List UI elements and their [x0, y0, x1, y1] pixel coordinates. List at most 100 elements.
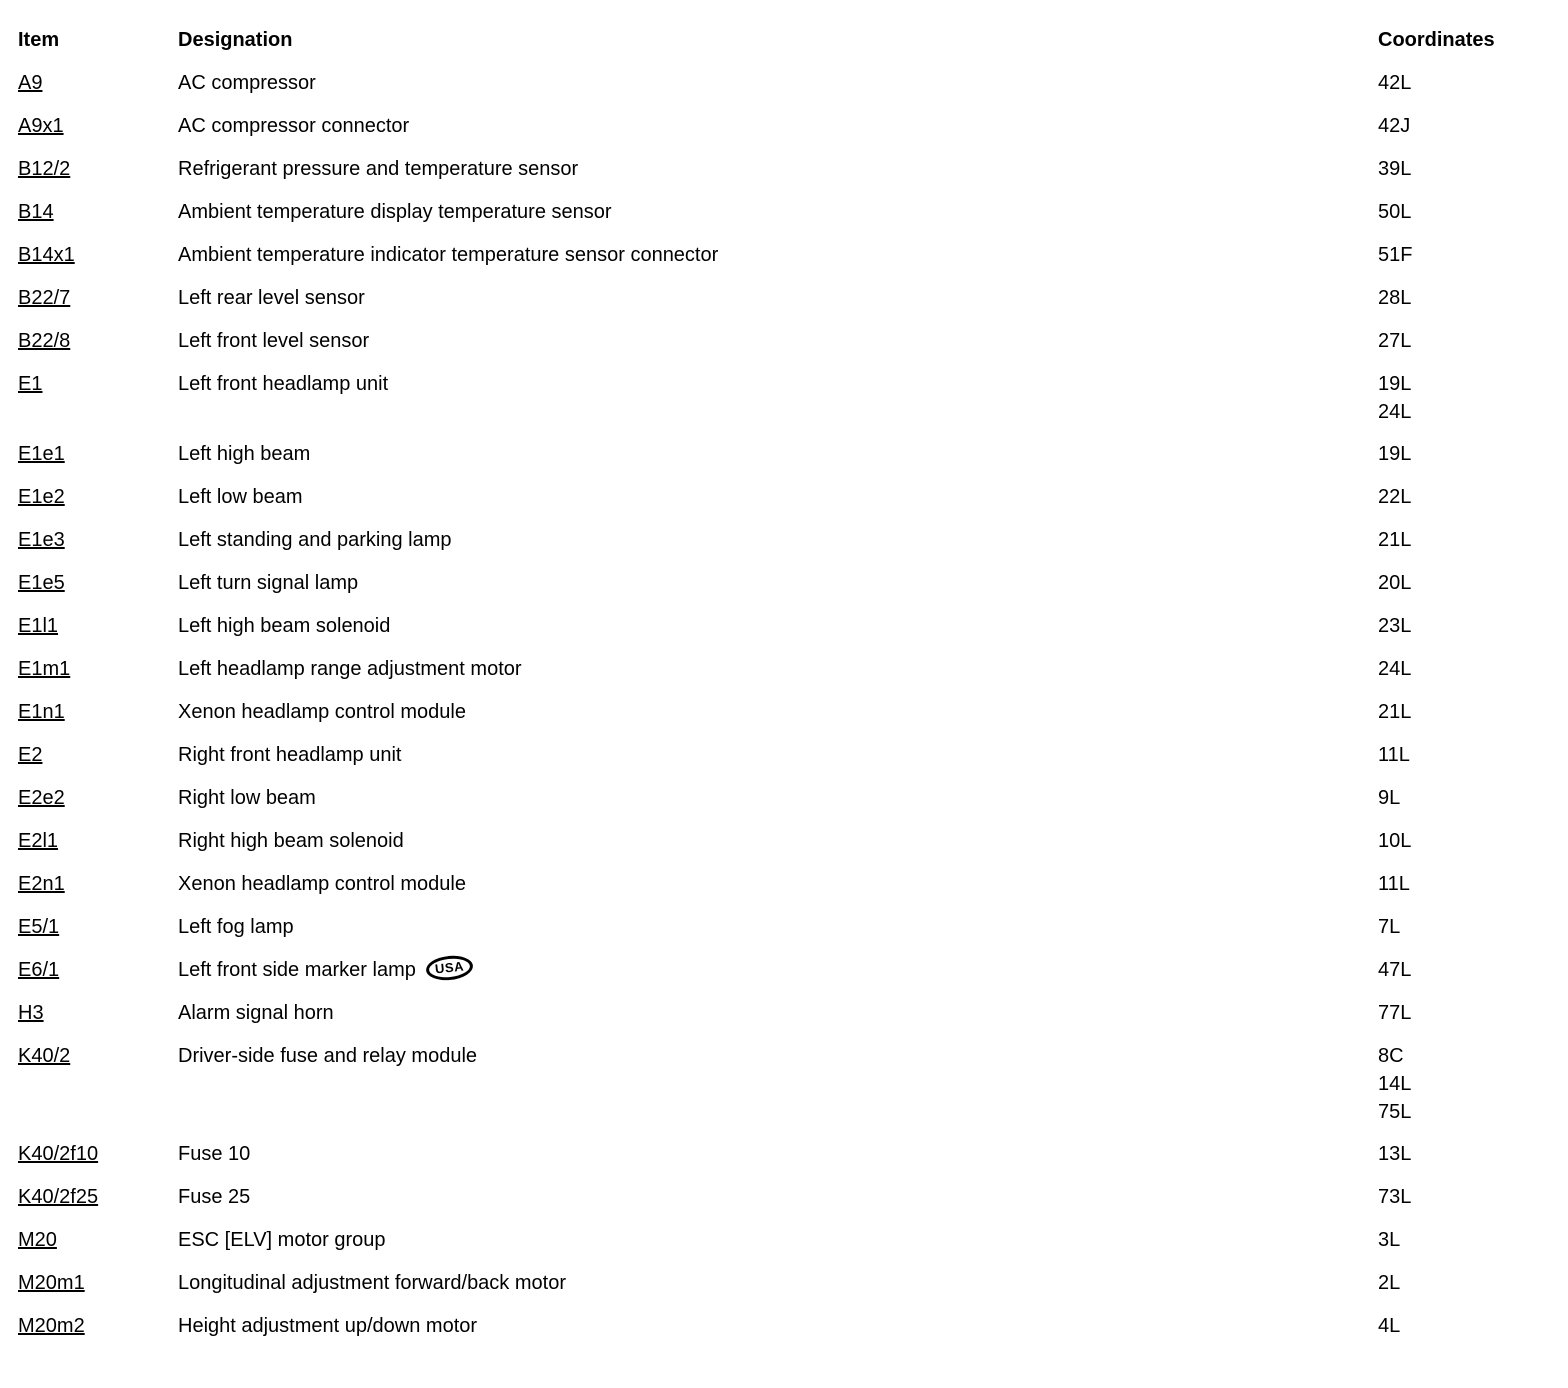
coordinates-cell: 7L [1378, 913, 1550, 956]
item-cell: H3 [18, 999, 178, 1042]
item-link[interactable]: E1e3 [18, 529, 65, 551]
item-cell: E1l1 [18, 612, 178, 655]
item-cell: E2 [18, 741, 178, 784]
designation-cell: Right high beam solenoid [178, 827, 1378, 870]
item-cell: E6/1 [18, 956, 178, 999]
coordinates-cell: 42L [1378, 69, 1550, 112]
coordinate-value: 10L [1378, 830, 1412, 852]
item-cell: E1e5 [18, 569, 178, 612]
item-link[interactable]: E2e2 [18, 787, 65, 809]
designation-cell: Xenon headlamp control module [178, 870, 1378, 913]
item-link[interactable]: E2 [18, 744, 43, 766]
item-link[interactable]: K40/2 [18, 1045, 71, 1067]
item-cell: E5/1 [18, 913, 178, 956]
item-link[interactable]: B22/8 [18, 330, 71, 352]
coordinates-cell: 27L [1378, 327, 1550, 370]
designation-cell: Ambient temperature indicator temperatur… [178, 241, 1378, 284]
header-coordinates: Coordinates [1378, 29, 1495, 51]
designation-text: Left low beam [178, 486, 303, 508]
item-link[interactable]: B22/7 [18, 287, 71, 309]
designation-cell: Left high beam solenoid [178, 612, 1378, 655]
coordinate-value: 50L [1378, 201, 1412, 223]
table-row: M20m2 Height adjustment up/down motor 4L [18, 1312, 1550, 1355]
coordinate-value: 75L [1378, 1101, 1412, 1123]
designation-text: ESC [ELV] motor group [178, 1229, 386, 1251]
coordinate-value: 77L [1378, 1002, 1412, 1024]
designation-text: Left standing and parking lamp [178, 529, 452, 551]
coordinate-value: 21L [1378, 529, 1412, 551]
coordinate-value: 11L [1378, 744, 1410, 766]
coordinate-value: 73L [1378, 1186, 1412, 1208]
component-table: Item Designation Coordinates A9 AC compr… [18, 26, 1550, 1355]
item-link[interactable]: M20 [18, 1229, 57, 1251]
table-row: B22/7 Left rear level sensor 28L [18, 284, 1550, 327]
coordinate-value: 23L [1378, 615, 1412, 637]
item-link[interactable]: B14x1 [18, 244, 75, 266]
item-cell: E1e1 [18, 440, 178, 483]
designation-cell: Left front level sensor [178, 327, 1378, 370]
item-link[interactable]: M20m1 [18, 1272, 85, 1294]
designation-cell: Left front side marker lamp USA [178, 953, 1378, 999]
item-cell: E2l1 [18, 827, 178, 870]
header-row: Item Designation Coordinates [18, 26, 1550, 69]
designation-cell: Left high beam [178, 440, 1378, 483]
item-link[interactable]: E2l1 [18, 830, 59, 852]
coordinates-cell: 23L [1378, 612, 1550, 655]
item-link[interactable]: E1m1 [18, 658, 71, 680]
item-link[interactable]: K40/2f25 [18, 1186, 99, 1208]
coordinates-cell: 22L [1378, 483, 1550, 526]
item-link[interactable]: E1e2 [18, 486, 65, 508]
designation-cell: Left turn signal lamp [178, 569, 1378, 612]
item-cell: M20m1 [18, 1269, 178, 1312]
item-link[interactable]: E5/1 [18, 916, 60, 938]
coordinates-cell: 73L [1378, 1183, 1550, 1226]
item-link[interactable]: B14 [18, 201, 54, 223]
designation-cell: Left headlamp range adjustment motor [178, 655, 1378, 698]
designation-text: Right low beam [178, 787, 316, 809]
coordinate-value: 24L [1378, 401, 1412, 423]
item-link[interactable]: E1e5 [18, 572, 65, 594]
header-item: Item [18, 29, 60, 51]
item-cell: E2n1 [18, 870, 178, 913]
item-link[interactable]: E1l1 [18, 615, 59, 637]
designation-cell: Refrigerant pressure and temperature sen… [178, 155, 1378, 198]
designation-cell: ESC [ELV] motor group [178, 1226, 1378, 1269]
designation-text: AC compressor connector [178, 115, 410, 137]
item-link[interactable]: E1e1 [18, 443, 65, 465]
table-body: A9 AC compressor 42L A9x1 AC compressor … [18, 69, 1550, 1355]
table-row: E1 Left front headlamp unit 19L 24L [18, 370, 1550, 440]
item-link[interactable]: A9x1 [18, 115, 64, 137]
designation-cell: Height adjustment up/down motor [178, 1312, 1378, 1355]
item-link[interactable]: E1n1 [18, 701, 65, 723]
designation-text: Left front headlamp unit [178, 373, 389, 395]
coordinate-value: 2L [1378, 1272, 1401, 1294]
designation-text: Driver-side fuse and relay module [178, 1045, 478, 1067]
item-link[interactable]: K40/2f10 [18, 1143, 99, 1165]
item-link[interactable]: B12/2 [18, 158, 71, 180]
item-cell: E2e2 [18, 784, 178, 827]
coordinates-cell: 21L [1378, 698, 1550, 741]
item-link[interactable]: E1 [18, 373, 43, 395]
item-cell: B22/7 [18, 284, 178, 327]
item-link[interactable]: M20m2 [18, 1315, 85, 1337]
coordinate-value: 7L [1378, 916, 1401, 938]
designation-text: Refrigerant pressure and temperature sen… [178, 158, 579, 180]
table-row: A9 AC compressor 42L [18, 69, 1550, 112]
item-link[interactable]: A9 [18, 72, 43, 94]
table-row: E1e3 Left standing and parking lamp 21L [18, 526, 1550, 569]
coordinates-cell: 42J [1378, 112, 1550, 155]
designation-text: Left high beam [178, 443, 311, 465]
item-link[interactable]: H3 [18, 1002, 44, 1024]
coordinate-value: 51F [1378, 244, 1413, 266]
item-link[interactable]: E2n1 [18, 873, 65, 895]
item-cell: E1m1 [18, 655, 178, 698]
coordinates-cell: 3L [1378, 1226, 1550, 1269]
table-row: K40/2f10 Fuse 10 13L [18, 1140, 1550, 1183]
item-link[interactable]: E6/1 [18, 959, 60, 981]
coordinates-cell: 20L [1378, 569, 1550, 612]
designation-cell: Left low beam [178, 483, 1378, 526]
designation-text: Left fog lamp [178, 916, 294, 938]
item-cell: K40/2 [18, 1042, 178, 1140]
designation-cell: Fuse 25 [178, 1183, 1378, 1226]
